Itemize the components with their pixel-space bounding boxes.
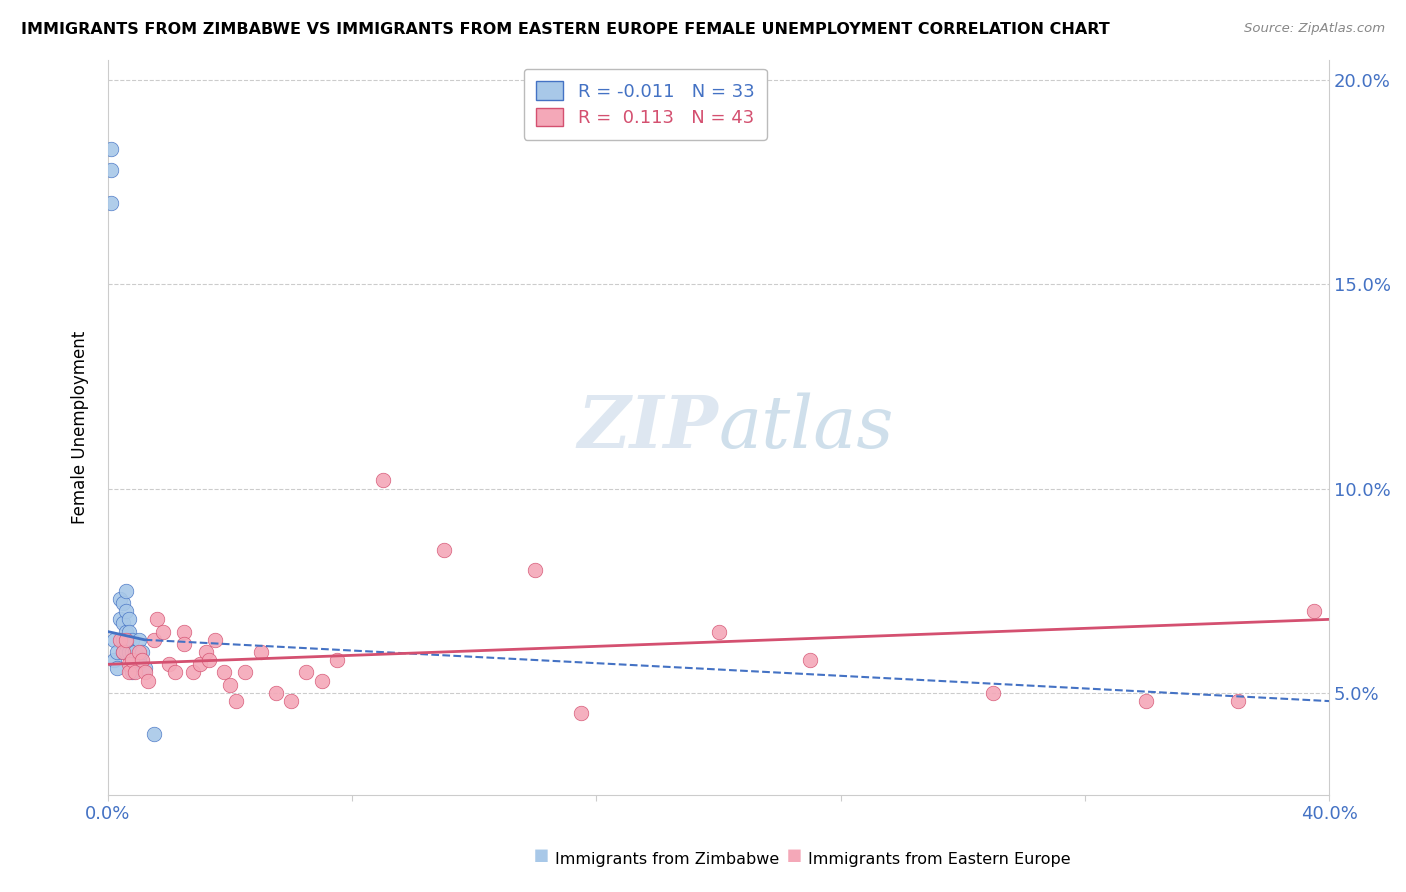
Point: [118, 612, 141, 626]
Point: [124, 657, 146, 672]
Point: [121, 653, 143, 667]
Text: atlas: atlas: [718, 392, 894, 463]
Point: [118, 665, 141, 680]
Point: [118, 645, 141, 659]
Point: [212, 665, 235, 680]
Point: [235, 665, 257, 680]
Point: [115, 632, 138, 647]
Point: [115, 637, 138, 651]
Text: Immigrants from Eastern Europe: Immigrants from Eastern Europe: [808, 852, 1071, 867]
Point: [188, 657, 211, 672]
Point: [124, 645, 146, 659]
Point: [326, 653, 349, 667]
Point: [146, 612, 169, 626]
Point: [112, 596, 135, 610]
Point: [194, 645, 217, 659]
Text: ▪: ▪: [533, 843, 550, 867]
Point: [131, 645, 153, 659]
Point: [118, 657, 141, 672]
Point: [128, 645, 150, 659]
Point: [103, 653, 125, 667]
Point: [124, 665, 146, 680]
Point: [371, 474, 394, 488]
Point: [103, 632, 125, 647]
Point: [100, 143, 122, 157]
Point: [225, 694, 247, 708]
Legend: R = -0.011   N = 33, R =  0.113   N = 43: R = -0.011 N = 33, R = 0.113 N = 43: [523, 69, 768, 140]
Point: [134, 665, 156, 680]
Point: [134, 661, 156, 675]
Point: [105, 645, 128, 659]
Point: [136, 673, 159, 688]
Y-axis label: Female Unemployment: Female Unemployment: [72, 331, 89, 524]
Point: [115, 645, 138, 659]
Point: [142, 727, 165, 741]
Point: [799, 653, 821, 667]
Point: [115, 583, 138, 598]
Point: [173, 624, 195, 639]
Point: [115, 624, 138, 639]
Point: [219, 678, 242, 692]
Point: [173, 637, 195, 651]
Point: [128, 653, 150, 667]
Point: [1302, 604, 1324, 618]
Point: [112, 632, 135, 647]
Point: [121, 653, 143, 667]
Point: [981, 686, 1004, 700]
Point: [118, 624, 141, 639]
Point: [108, 632, 131, 647]
Point: [204, 632, 226, 647]
Point: [121, 665, 143, 680]
Point: [197, 653, 219, 667]
Point: [249, 645, 271, 659]
Text: IMMIGRANTS FROM ZIMBABWE VS IMMIGRANTS FROM EASTERN EUROPE FEMALE UNEMPLOYMENT C: IMMIGRANTS FROM ZIMBABWE VS IMMIGRANTS F…: [21, 22, 1109, 37]
Point: [112, 645, 135, 659]
Text: ZIP: ZIP: [578, 392, 718, 463]
Point: [108, 591, 131, 606]
Point: [311, 673, 333, 688]
Point: [280, 694, 302, 708]
Text: ▪: ▪: [786, 843, 803, 867]
Point: [152, 624, 174, 639]
Point: [524, 563, 547, 577]
Point: [165, 665, 187, 680]
Point: [295, 665, 318, 680]
Point: [121, 632, 143, 647]
Point: [264, 686, 287, 700]
Point: [1135, 694, 1157, 708]
Point: [108, 612, 131, 626]
Point: [142, 632, 165, 647]
Text: Source: ZipAtlas.com: Source: ZipAtlas.com: [1244, 22, 1385, 36]
Point: [707, 624, 730, 639]
Point: [121, 645, 143, 659]
Point: [115, 604, 138, 618]
Point: [105, 661, 128, 675]
Point: [569, 706, 592, 721]
Point: [112, 645, 135, 659]
Point: [157, 657, 180, 672]
Point: [183, 665, 205, 680]
Text: Immigrants from Zimbabwe: Immigrants from Zimbabwe: [555, 852, 779, 867]
Point: [128, 632, 150, 647]
Point: [118, 637, 141, 651]
Point: [112, 616, 135, 631]
Point: [1226, 694, 1249, 708]
Point: [131, 653, 153, 667]
Point: [433, 542, 456, 557]
Point: [100, 195, 122, 210]
Point: [100, 162, 122, 177]
